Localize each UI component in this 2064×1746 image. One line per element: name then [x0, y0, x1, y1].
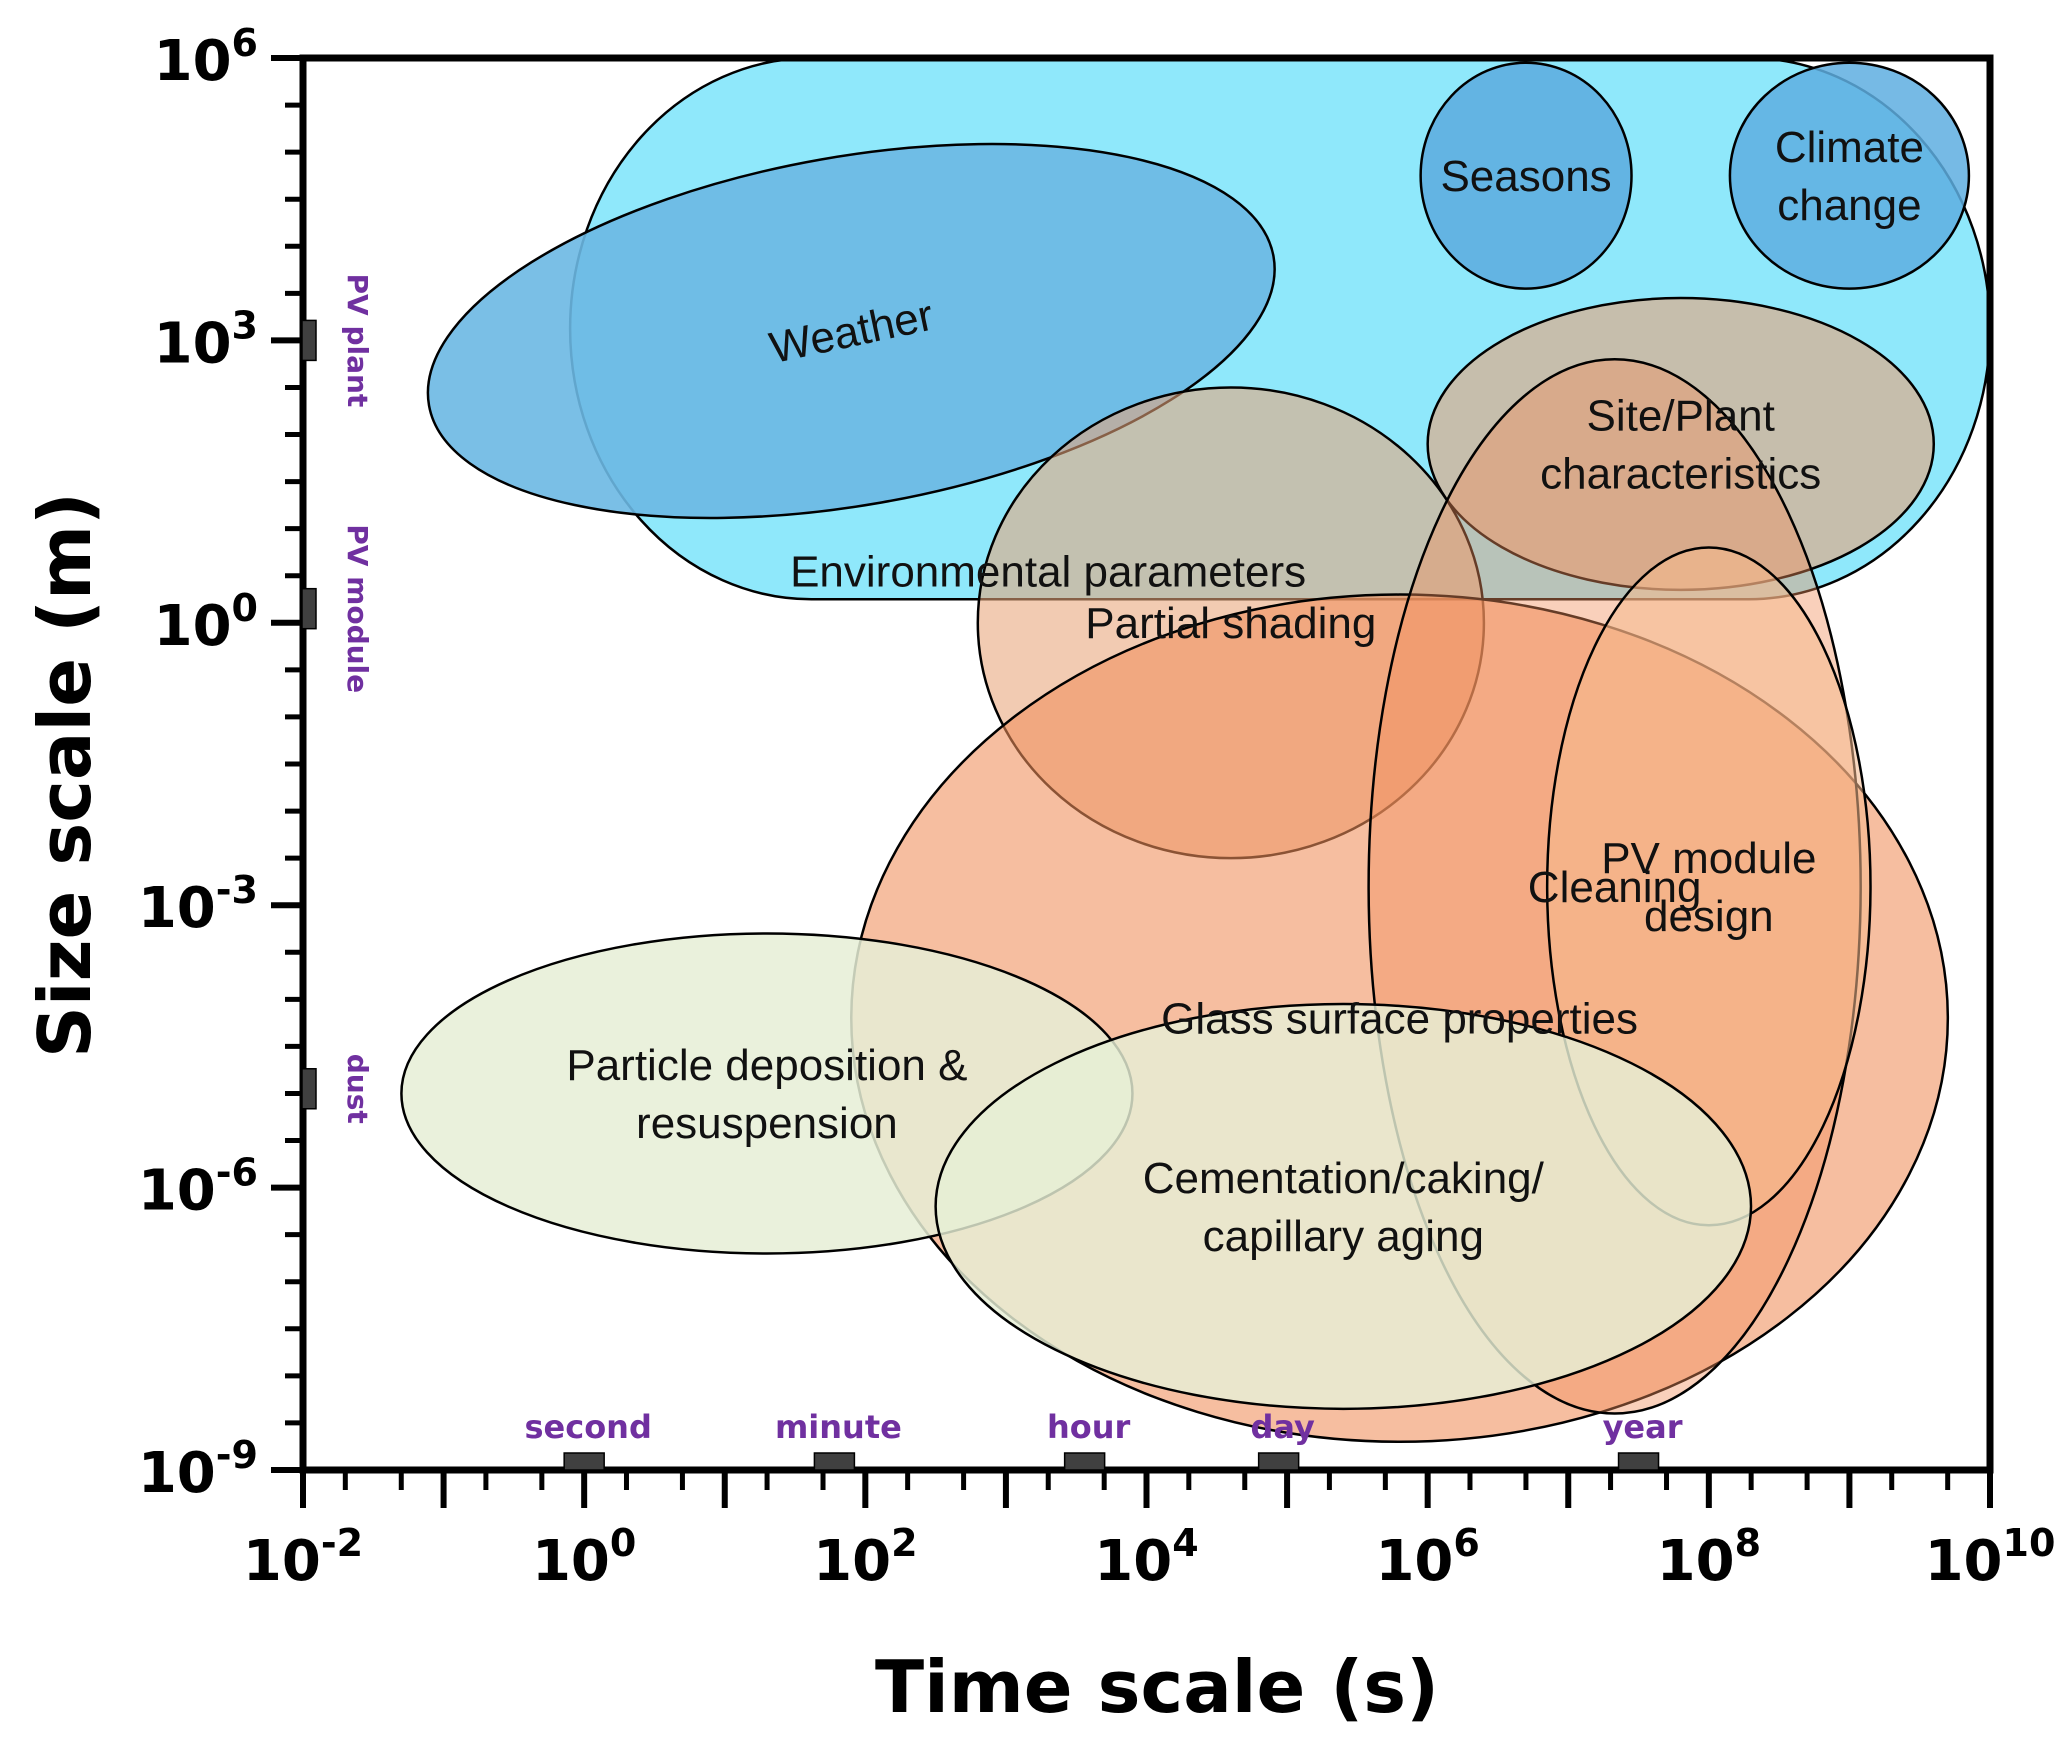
x-axis-title: Time scale (s)	[875, 1645, 1439, 1729]
x-tick-label: 10-2	[243, 1521, 363, 1594]
region-label-line: Glass surface properties	[1161, 995, 1638, 1044]
axes-layer	[271, 54, 1994, 1508]
y-tick-label: 100	[154, 586, 258, 659]
x-marker-second	[563, 1452, 605, 1471]
region-label-climate-change: Climate change	[1775, 123, 1924, 230]
region-climate-change	[1728, 61, 1971, 290]
markers-layer: second minute hour day year PV plant PV module…	[301, 274, 1683, 1471]
regions-layer	[400, 56, 1992, 1444]
y-tick-label: 10-6	[138, 1151, 258, 1224]
region-label-line: Partial shading	[1085, 599, 1376, 648]
tick-labels-layer: 10-2 100 102 104 106 108 1010 106 103 100 10-3 10-6…	[138, 21, 2056, 1594]
region-label-line: capillary aging	[1203, 1212, 1484, 1261]
region-label-cementation-caking: Cementation/caking/capillary aging	[1143, 1154, 1545, 1261]
region-label-cleaning: Cleaning	[1528, 863, 1702, 912]
x-tick-label: 1010	[1925, 1521, 2056, 1594]
x-marker-label-second: second	[524, 1408, 651, 1446]
region-label-line: design	[1644, 892, 1774, 941]
region-label-partial-shading: Partial shading	[1085, 599, 1376, 648]
y-axis-title: Size scale (m)	[23, 492, 107, 1058]
x-marker-label-hour: hour	[1047, 1408, 1131, 1446]
x-tick-label: 100	[532, 1521, 636, 1594]
region-label-site-plant-characteristics: Site/Plant characteristics	[1540, 391, 1821, 498]
region-label-line: characteristics	[1540, 449, 1821, 498]
region-weather	[426, 142, 1276, 520]
y-tick-label: 103	[154, 303, 258, 376]
region-label-line: PV module	[1601, 834, 1816, 883]
y-tick-label: 10-9	[138, 1433, 258, 1506]
y-marker-label-pv-plant: PV plant	[341, 274, 374, 408]
x-marker-label-day: day	[1250, 1408, 1315, 1446]
x-marker-minute	[813, 1452, 856, 1471]
x-marker-hour	[1063, 1452, 1106, 1471]
x-tick-label: 106	[1375, 1521, 1479, 1594]
region-label-pv-module-design: PV module design	[1601, 834, 1816, 941]
x-tick-label: 108	[1657, 1521, 1761, 1594]
region-label-line: Cleaning	[1528, 863, 1702, 912]
x-tick-label: 104	[1094, 1521, 1198, 1594]
region-cementation-caking	[934, 1002, 1753, 1411]
y-tick-label: 10-3	[138, 868, 258, 941]
region-label-line: Seasons	[1440, 152, 1611, 201]
x-tick-label: 102	[813, 1521, 917, 1594]
y-marker-dust	[301, 1068, 317, 1110]
x-marker-year	[1617, 1452, 1660, 1471]
region-label-line: Climate	[1775, 123, 1924, 172]
y-marker-pv-plant	[301, 319, 317, 362]
region-label-seasons: Seasons	[1440, 152, 1611, 201]
y-marker-label-dust: dust	[341, 1054, 374, 1124]
region-seasons	[1419, 61, 1633, 290]
region-label-particle-deposition: Particle deposition & resuspension	[566, 1041, 967, 1148]
region-labels-layer: Environmental parametersWeatherSeasonsCl…	[566, 123, 1924, 1261]
y-tick-label: 106	[154, 21, 258, 94]
region-label-line: Particle deposition &	[566, 1041, 967, 1090]
region-label-line: resuspension	[636, 1099, 898, 1148]
region-label-environmental-parameters: Environmental parameters	[790, 547, 1306, 596]
x-marker-label-minute: minute	[775, 1408, 902, 1446]
region-label-line: change	[1777, 181, 1921, 230]
x-marker-day	[1257, 1452, 1300, 1471]
y-marker-pv-module	[301, 587, 317, 630]
region-label-line: Environmental parameters	[790, 547, 1306, 596]
region-label-line: Site/Plant	[1587, 391, 1775, 440]
region-label-glass-surface-properties: Glass surface properties	[1161, 995, 1638, 1044]
y-marker-label-pv-module: PV module	[341, 524, 374, 693]
region-label-line: Cementation/caking/	[1143, 1154, 1545, 1203]
x-marker-label-year: year	[1603, 1408, 1683, 1446]
